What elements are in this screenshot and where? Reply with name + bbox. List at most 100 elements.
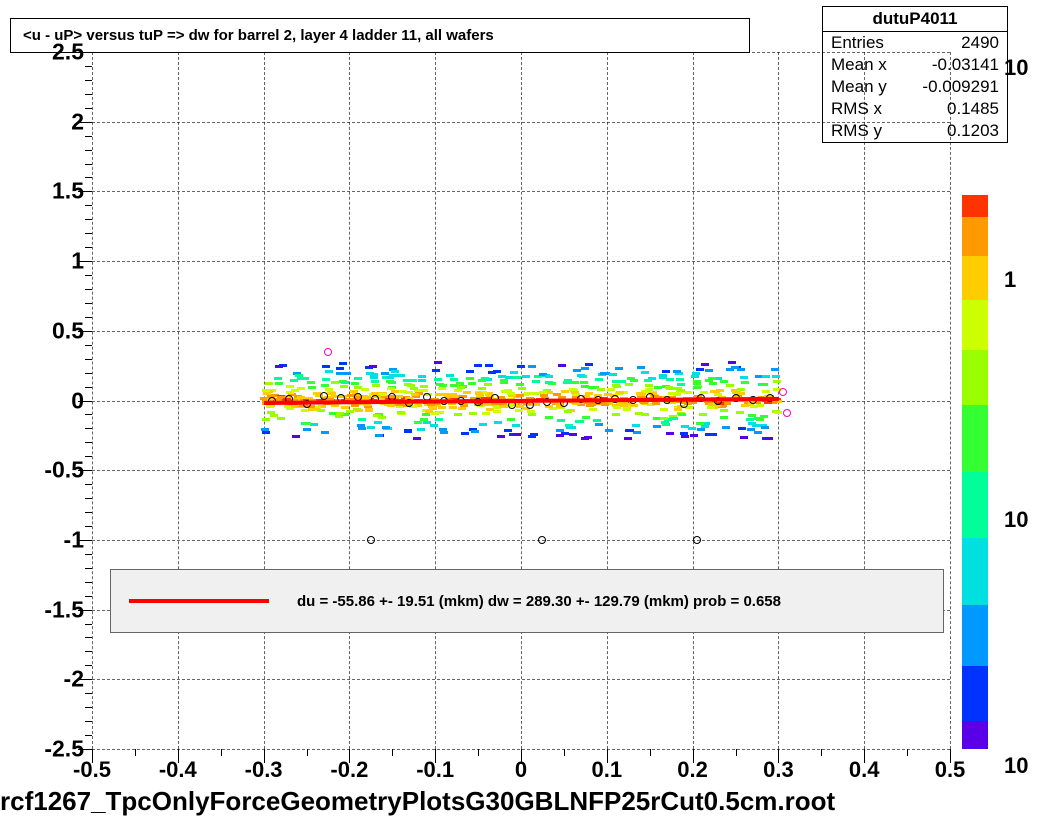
- hist-cell: [709, 382, 717, 385]
- hist-cell: [557, 419, 565, 422]
- hist-cell: [325, 388, 333, 391]
- y-tick-minor: [85, 289, 92, 290]
- y-tick-minor: [85, 164, 92, 165]
- y-tick-minor: [85, 624, 92, 625]
- hist-cell: [576, 420, 584, 423]
- hist-cell: [517, 365, 525, 368]
- fit-legend-text: du = -55.86 +- 19.51 (mkm) dw = 289.30 +…: [297, 593, 781, 610]
- hist-cell: [436, 383, 444, 386]
- colorbar-label: 1: [1004, 267, 1016, 293]
- hist-cell: [361, 388, 369, 391]
- hist-cell: [485, 364, 493, 367]
- hist-cell: [708, 377, 716, 380]
- y-tick-minor: [85, 205, 92, 206]
- colorbar-segment: [962, 666, 988, 721]
- hist-cell: [261, 428, 269, 431]
- y-tick-label: 1: [10, 248, 84, 275]
- hist-cell: [564, 410, 572, 413]
- y-tick-minor: [85, 233, 92, 234]
- gridline-h: [92, 540, 950, 541]
- hist-cell: [466, 377, 474, 380]
- hist-cell: [653, 425, 661, 428]
- hist-cell: [440, 431, 448, 434]
- hist-cell: [418, 379, 426, 382]
- hist-cell: [720, 416, 728, 419]
- hist-cell: [395, 395, 403, 398]
- hist-cell: [741, 404, 749, 407]
- hist-cell: [265, 382, 273, 385]
- hist-cell: [262, 389, 270, 392]
- y-tick-label: -1.5: [10, 596, 84, 623]
- colorbar-segment: [962, 350, 988, 405]
- hist-cell: [391, 370, 399, 373]
- gridline-h: [92, 261, 950, 262]
- hist-cell: [369, 365, 377, 368]
- hist-cell: [386, 380, 394, 383]
- hist-cell: [582, 416, 590, 419]
- hist-cell: [684, 391, 692, 394]
- hist-cell: [336, 367, 344, 370]
- hist-cell: [693, 382, 701, 385]
- x-tick-label: -0.3: [245, 757, 283, 783]
- x-tick-label: 0.5: [935, 757, 966, 783]
- hist-cell: [609, 373, 617, 376]
- stats-value: 2490: [961, 33, 999, 53]
- hist-cell: [458, 407, 466, 410]
- colorbar-segment: [962, 605, 988, 666]
- hist-cell: [532, 380, 540, 383]
- y-tick-minor: [85, 526, 92, 527]
- outlier-marker: [538, 536, 546, 544]
- hist-cell: [652, 402, 660, 405]
- hist-cell: [457, 386, 465, 389]
- hist-cell: [365, 408, 373, 411]
- hist-cell: [545, 375, 553, 378]
- y-tick-label: 2.5: [10, 39, 84, 66]
- hist-cell: [659, 376, 667, 379]
- hist-cell: [699, 413, 707, 416]
- hist-cell: [382, 426, 390, 429]
- hist-cell: [301, 377, 309, 380]
- gridline-v: [950, 52, 951, 749]
- hist-cell: [482, 412, 490, 415]
- hist-cell: [716, 389, 724, 392]
- hist-cell: [705, 369, 713, 372]
- y-tick-minor: [85, 275, 92, 276]
- hist-cell: [303, 422, 311, 425]
- hist-cell: [674, 408, 682, 411]
- hist-cell: [434, 361, 442, 364]
- hist-cell: [328, 392, 336, 395]
- hist-cell: [627, 377, 635, 380]
- y-tick-minor: [85, 359, 92, 360]
- hist-cell: [291, 405, 299, 408]
- hist-cell: [500, 381, 508, 384]
- outlier-marker: [693, 536, 701, 544]
- x-tick-minor: [221, 749, 222, 756]
- hist-cell: [418, 375, 426, 378]
- fit-line-sample: [129, 599, 269, 603]
- hist-cell: [720, 380, 728, 383]
- y-tick-minor: [85, 219, 92, 220]
- hist-cell: [696, 368, 704, 371]
- hist-cell: [571, 381, 579, 384]
- hist-cell: [493, 410, 501, 413]
- hist-cell: [290, 379, 298, 382]
- hist-cell: [497, 435, 505, 438]
- hist-cell: [564, 379, 572, 382]
- y-tick-minor: [85, 373, 92, 374]
- hist-cell: [375, 434, 383, 437]
- hist-cell: [740, 436, 748, 439]
- hist-cell: [484, 383, 492, 386]
- hist-cell: [688, 427, 696, 430]
- y-tick-label: 2: [10, 108, 84, 135]
- x-tick-minor: [736, 749, 737, 756]
- hist-cell: [738, 427, 746, 430]
- hist-cell: [580, 381, 588, 384]
- hist-cell: [666, 378, 674, 381]
- hist-cell: [623, 408, 631, 411]
- y-tick-minor: [85, 735, 92, 736]
- hist-cell: [410, 387, 418, 390]
- y-tick-minor: [85, 108, 92, 109]
- hist-cell: [478, 387, 486, 390]
- x-tick-minor: [135, 749, 136, 756]
- hist-cell: [370, 376, 378, 379]
